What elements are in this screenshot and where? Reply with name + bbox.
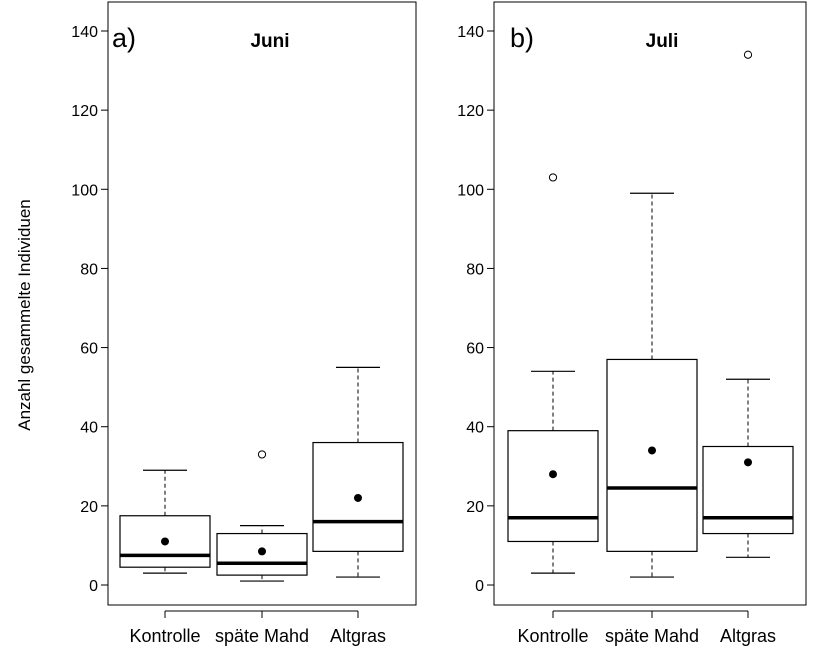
plot-frame	[493, 1, 807, 606]
outlier-point	[548, 173, 558, 182]
outlier-point	[743, 50, 753, 59]
box-altgras	[312, 366, 404, 578]
mean-point	[258, 547, 266, 556]
y-tick-label: 100	[457, 182, 484, 199]
iqr-box	[606, 358, 698, 552]
mean-point	[648, 446, 656, 455]
mean-point	[744, 458, 752, 467]
y-tick-label: 20	[80, 499, 98, 516]
y-tick-label: 0	[89, 578, 98, 595]
panel-title: Juni	[250, 31, 289, 52]
panel-title: Juli	[646, 31, 679, 52]
y-tick-label: 40	[466, 420, 484, 437]
y-tick-label: 40	[80, 420, 98, 437]
box-kontrolle	[119, 469, 211, 574]
y-tick-label: 140	[71, 24, 98, 41]
y-tick-label: 100	[71, 182, 98, 199]
y-tick-label: 140	[457, 24, 484, 41]
outlier-point	[257, 450, 267, 459]
y-tick-label: 60	[466, 341, 484, 358]
panel-label: b)	[510, 23, 534, 53]
y-axis-label: Anzahl gesammelte Individuen	[15, 199, 34, 431]
x-category-label: Altgras	[330, 626, 386, 646]
x-category-label: späte Mahd	[215, 626, 309, 646]
box-altgras	[702, 50, 794, 558]
mean-point	[354, 493, 362, 502]
box-spaete-mahd	[216, 450, 308, 582]
x-axis: Kontrolle späte Mahd Altgras	[129, 610, 386, 646]
y-tick-label: 0	[475, 578, 484, 595]
y-axis: 0 20 40 60 80 100 120 140	[71, 24, 108, 595]
panel-1: 0 20 40 60 80 100 120 140 a) Juni Kontrolle späte M…	[71, 1, 417, 646]
y-tick-label: 120	[71, 103, 98, 120]
y-tick-label: 60	[80, 341, 98, 358]
x-category-label: Altgras	[720, 626, 776, 646]
y-axis: 0 20 40 60 80 100 120 140	[457, 24, 494, 595]
x-category-label: späte Mahd	[605, 626, 699, 646]
mean-point	[161, 537, 169, 546]
x-axis: Kontrolle späte Mahd Altgras	[517, 610, 776, 646]
panel-2: 0 20 40 60 80 100 120 140 b) Juli Kontrolle späte M…	[457, 1, 807, 646]
panel-label: a)	[112, 23, 136, 53]
box-spaete-mahd	[606, 192, 698, 578]
plot-frame	[107, 1, 417, 606]
y-tick-label: 20	[466, 499, 484, 516]
mean-point	[549, 470, 557, 479]
y-tick-label: 80	[80, 261, 98, 278]
y-tick-label: 120	[457, 103, 484, 120]
x-category-label: Kontrolle	[517, 626, 588, 646]
box-kontrolle	[507, 173, 599, 574]
x-category-label: Kontrolle	[129, 626, 200, 646]
iqr-box	[507, 430, 599, 543]
y-tick-label: 80	[466, 261, 484, 278]
